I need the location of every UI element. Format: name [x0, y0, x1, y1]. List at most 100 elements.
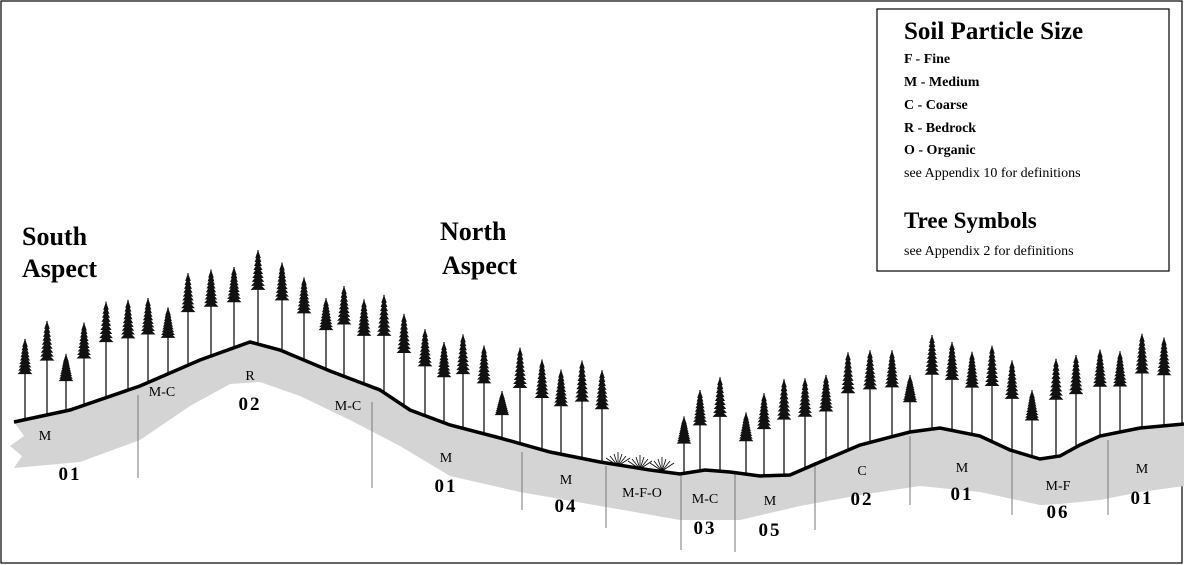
tree-crown — [76, 322, 92, 359]
soil-texture: R — [245, 369, 255, 384]
shrub — [661, 460, 671, 472]
tree-crown — [1024, 390, 1040, 421]
ground-surface — [13, 340, 1184, 478]
ground-line — [13, 340, 1184, 478]
tree-crown — [274, 262, 290, 301]
tree-crown — [98, 301, 114, 343]
tree-crown — [476, 345, 492, 384]
tree-crown — [160, 307, 176, 338]
shrub — [661, 458, 667, 472]
tree-crown — [250, 250, 266, 290]
legend-title: Soil Particle Size — [904, 18, 1083, 45]
tree-crown — [356, 299, 372, 336]
soil-texture: M-C — [335, 399, 361, 414]
legend-item: M - Medium — [904, 75, 980, 90]
soil-band — [10, 342, 1184, 520]
tree-crown — [226, 267, 242, 303]
soil-texture: C — [857, 464, 866, 479]
shrub — [653, 460, 663, 472]
tree-crown — [296, 277, 312, 314]
tree-crown — [964, 351, 980, 388]
soil-unit: 05 — [759, 520, 782, 541]
tree-crown — [436, 342, 452, 378]
tree-crown — [902, 375, 918, 403]
tree-crown — [534, 359, 550, 398]
tree-crown — [494, 391, 510, 416]
tree-crown — [984, 345, 1000, 387]
tree-crown — [676, 416, 692, 444]
legend-title: Tree Symbols — [904, 208, 1037, 233]
tree-crown — [1092, 349, 1108, 387]
aspect-label: Aspect — [22, 254, 97, 283]
tree-crown — [512, 347, 528, 389]
soil-texture: M-C — [692, 492, 718, 507]
aspect-label: Aspect — [442, 251, 517, 280]
soil-texture: M — [39, 429, 52, 444]
soil-texture: M-C — [149, 385, 175, 400]
tree-crown — [39, 320, 55, 361]
tree-crown — [574, 360, 590, 402]
soil-unit: 01 — [1131, 488, 1154, 509]
aspect-label: North — [440, 217, 507, 246]
tree-crown — [1068, 355, 1084, 395]
soil-layer — [10, 342, 1184, 520]
legend-box — [876, 8, 1170, 272]
tree-crown — [797, 378, 813, 417]
tree-crown — [840, 352, 856, 394]
soil-texture: M-F — [1046, 479, 1071, 494]
tree-crown — [944, 342, 960, 380]
soil-texture: M — [440, 451, 453, 466]
tree-crown — [818, 374, 834, 412]
tree-crown — [455, 334, 471, 375]
tree-crown — [692, 390, 708, 426]
tree-crown — [1048, 358, 1064, 400]
tree-crown — [884, 350, 900, 388]
legend-note: see Appendix 2 for definitions — [904, 244, 1074, 259]
shrub — [661, 462, 675, 472]
tree-crown — [1156, 337, 1172, 376]
soil-unit: 04 — [555, 496, 578, 517]
tree-crown — [776, 379, 792, 420]
tree-crown — [712, 377, 728, 417]
unit-labels: M 01 M-C R 02 M-C M 01 M 04 M-F-O M-C 03 M 05 C 02 M 01 M-F… — [39, 369, 1154, 541]
soil-unit: 01 — [59, 464, 82, 485]
tree-crown — [553, 369, 569, 407]
tree-crown — [862, 350, 878, 390]
unit-dividers — [137, 395, 1109, 552]
soil-texture: M — [1136, 462, 1149, 477]
tree-crown — [1004, 360, 1020, 399]
tree-crown — [924, 335, 940, 375]
legend: Soil Particle Size F - Fine M - Medium C… — [876, 8, 1170, 272]
tree-crown — [336, 286, 352, 325]
legend-item: R - Bedrock — [904, 121, 976, 136]
aspect-label: South — [22, 222, 88, 251]
tree-crown — [1134, 333, 1150, 374]
tree-crown — [180, 273, 196, 313]
tree-crown — [376, 294, 392, 336]
tree-crown — [203, 269, 219, 307]
soil-unit: 01 — [435, 476, 458, 497]
soil-unit: 02 — [239, 394, 262, 415]
soil-unit: 03 — [694, 518, 717, 539]
legend-item: C - Coarse — [904, 98, 968, 113]
tree-crown — [58, 353, 74, 382]
soil-unit: 06 — [1047, 502, 1070, 523]
shrub — [657, 458, 663, 472]
soil-unit: 02 — [851, 489, 874, 510]
soil-unit: 01 — [951, 484, 974, 505]
soil-texture: M — [560, 473, 573, 488]
tree-crown — [738, 412, 754, 442]
legend-note: see Appendix 10 for definitions — [904, 166, 1081, 181]
tree-crown — [318, 298, 334, 331]
soil-texture: M — [764, 494, 777, 509]
tree-crown — [756, 393, 772, 430]
tree-crown — [1112, 351, 1128, 387]
trees — [17, 250, 1172, 476]
soil-texture: M-F-O — [622, 486, 662, 501]
tree-crown — [140, 297, 156, 335]
soil-texture: M — [956, 461, 969, 476]
legend-item: O - Organic — [904, 143, 976, 158]
